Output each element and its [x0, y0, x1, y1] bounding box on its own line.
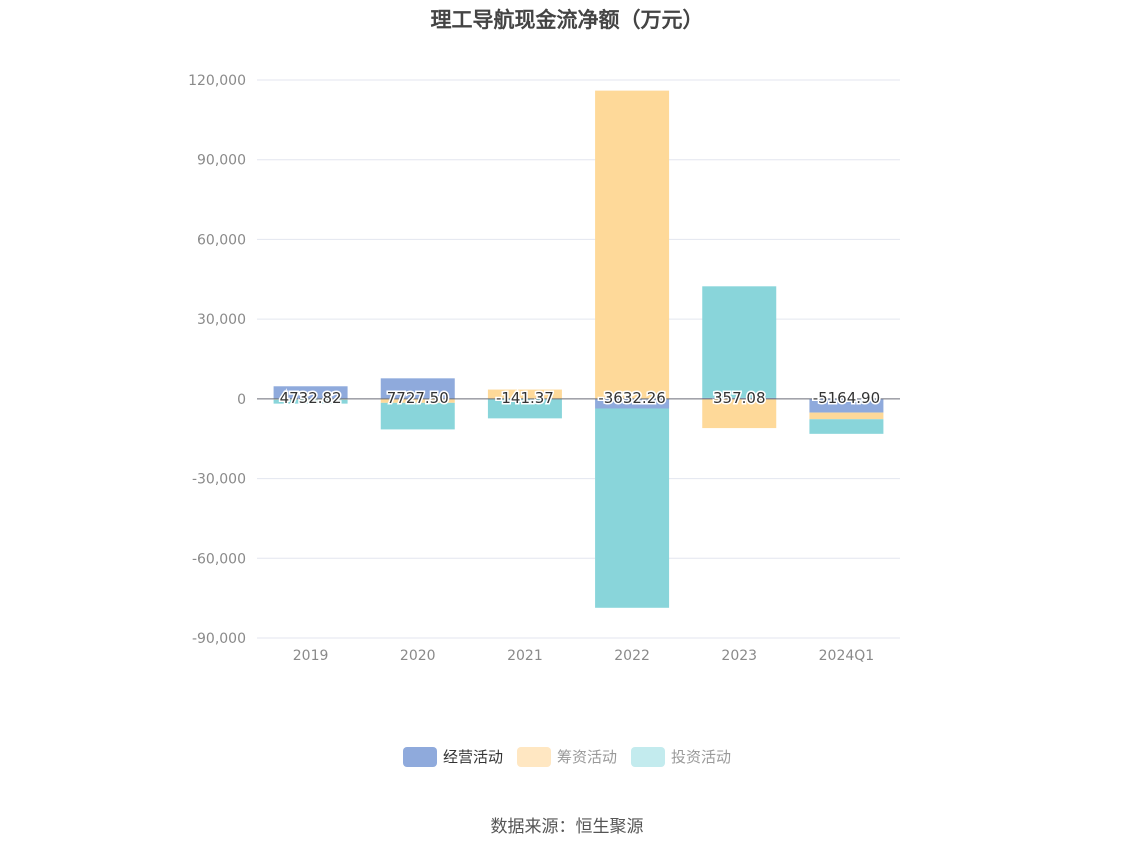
y-tick-label: 90,000 [197, 153, 246, 169]
bar-筹资活动 [487, 389, 562, 399]
legend-label: 筹资活动 [556, 748, 617, 766]
bar-投资活动 [595, 408, 670, 608]
bar-投资活动 [487, 399, 562, 419]
bar-投资活动 [702, 286, 777, 398]
source-note: 数据来源：恒生聚源 [490, 817, 644, 837]
chart-legend: 经营活动 筹资活动 投资活动 [0, 746, 1134, 767]
y-tick-label: 0 [237, 392, 246, 408]
legend-swatch [516, 746, 551, 767]
y-tick-label: -90,000 [192, 631, 246, 647]
x-tick-label: 2021 [507, 648, 543, 664]
bar-筹资活动 [380, 398, 455, 403]
bar-经营活动 [380, 378, 455, 399]
x-tick-label: 2022 [614, 648, 650, 664]
y-tick-label: 120,000 [188, 73, 246, 89]
data-label: -5164.90 [813, 389, 880, 407]
cash-flow-chart: 120,000 90,000 60,000 30,000 0 -30,000 -60,000… [188, 73, 900, 664]
bar-筹资活动 [595, 90, 670, 399]
bar-经营活动 [273, 386, 348, 399]
bar-投资活动 [809, 419, 884, 434]
bar-投资活动 [273, 399, 348, 404]
legend-item[interactable]: 投资活动 [631, 746, 731, 767]
bar-经营活动 [809, 398, 884, 413]
chart-title: 理工导航现金流净额（万元） [430, 8, 704, 32]
x-tick-label: 2024Q1 [819, 648, 875, 664]
legend-swatch [631, 746, 665, 767]
y-tick-label: 30,000 [197, 312, 246, 328]
bar-筹资活动 [809, 412, 884, 420]
bar-投资活动 [380, 402, 455, 430]
x-tick-label: 2020 [400, 648, 436, 664]
x-tick-label: 2019 [293, 648, 329, 664]
y-tick-label: 60,000 [197, 232, 246, 248]
y-tick-label: -60,000 [192, 551, 246, 567]
legend-item[interactable]: 经营活动 [402, 746, 503, 767]
data-label: -3632.26 [598, 389, 665, 407]
data-label: 7727.50 [387, 389, 449, 407]
data-label: 357.08 [713, 389, 766, 407]
bar-经营活动 [595, 398, 670, 409]
data-label: 4732.82 [280, 389, 342, 407]
legend-swatch [402, 746, 437, 767]
x-tick-label: 2023 [721, 648, 757, 664]
legend-label: 经营活动 [442, 748, 503, 766]
y-tick-label: -30,000 [192, 472, 246, 488]
legend-label: 投资活动 [671, 748, 732, 766]
bar-筹资活动 [702, 398, 777, 429]
data-label: -141.37 [496, 389, 554, 407]
legend-item[interactable]: 筹资活动 [516, 746, 617, 767]
